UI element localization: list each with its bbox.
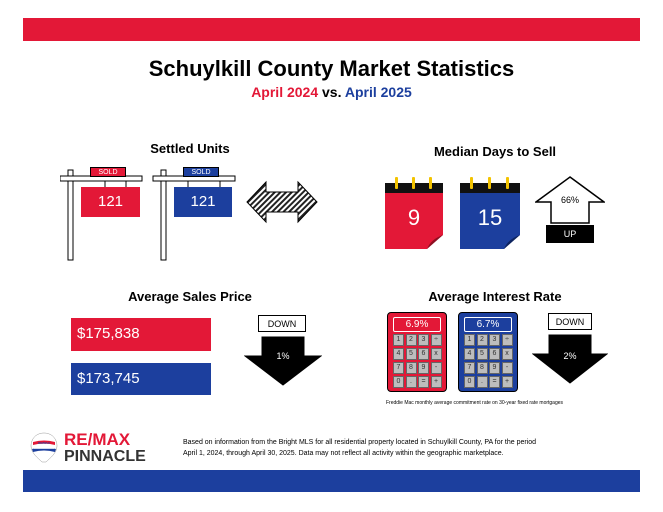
calculator-key: 9 — [489, 362, 500, 374]
settled-units-title: Settled Units — [150, 141, 230, 156]
calculator-key: 2 — [405, 334, 417, 346]
calendar-icon — [385, 177, 443, 249]
days-to-sell-change: 66% — [560, 195, 579, 205]
interest-rate-direction: DOWN — [548, 313, 592, 330]
days-to-sell-2025-value: 15 — [477, 205, 503, 230]
bottom-blue-band — [23, 470, 640, 492]
calculator-key: . — [405, 376, 417, 388]
disclaimer: Based on information from the Bright MLS… — [183, 437, 633, 459]
calculator-key: 0 — [393, 376, 404, 388]
calculator-key: 1 — [464, 334, 475, 346]
disclaimer-line-1: Based on information from the Bright MLS… — [183, 439, 537, 446]
double-arrow-icon — [246, 180, 318, 224]
calculator-key: + — [430, 376, 442, 388]
calculator-key: x — [430, 348, 442, 360]
calculator-key: 4 — [464, 348, 475, 360]
sales-price-direction: DOWN — [258, 315, 306, 332]
calculator-key: 7 — [464, 362, 475, 374]
period-2025: April 2025 — [344, 84, 412, 100]
page-title: Schuylkill County Market Statistics — [148, 56, 515, 81]
interest-rate-2024-value: 6.9% — [393, 317, 441, 332]
calculator-key: 7 — [393, 362, 404, 374]
up-arrow-icon — [535, 176, 605, 224]
logo-pinnacle-text: PINNACLE — [64, 448, 146, 465]
sales-price-title: Average Sales Price — [128, 289, 252, 304]
balloon-logo-icon — [30, 432, 58, 463]
sold-tag-2024: SOLD — [90, 167, 126, 177]
calculator-key: 4 — [393, 348, 404, 360]
calendar-2025: 15 — [460, 177, 520, 249]
calculator-key: 3 — [489, 334, 500, 346]
sales-price-change: 1% — [276, 351, 290, 361]
calculator-key: 3 — [418, 334, 429, 346]
sales-price-2024-value: $175,838 — [71, 318, 211, 351]
calculator-key: 5 — [405, 348, 417, 360]
top-red-band — [23, 18, 640, 41]
down-arrow-icon — [244, 336, 322, 386]
calculator-key: 8 — [476, 362, 488, 374]
calculator-key: 9 — [418, 362, 429, 374]
interest-rate-footnote: Freddie Mac monthly average commitment r… — [386, 400, 564, 406]
calculator-2024: 6.9% 1 2 3 ÷ 4 5 6 x 7 8 9- 0. = + — [387, 312, 447, 392]
calendar-icon — [460, 177, 520, 249]
calculator-key: - — [430, 362, 442, 374]
calculator-key: + — [501, 376, 513, 388]
calculator-key: = — [489, 376, 500, 388]
calculator-key: 8 — [405, 362, 417, 374]
calculator-key: ÷ — [430, 334, 442, 346]
calculator-key: 5 — [476, 348, 488, 360]
calculator-key: 6 — [418, 348, 429, 360]
calendar-2024: 9 — [385, 177, 443, 249]
down-arrow-icon — [532, 334, 608, 384]
calculator-2025: 6.7% 1 2 3 ÷ 4 5 6 x 7 8 9- 0. = + — [458, 312, 518, 392]
interest-rate-title: Average Interest Rate — [428, 289, 562, 304]
logo-remax-text: RE/MAX — [64, 430, 131, 449]
days-to-sell-direction: UP — [546, 225, 594, 243]
calculator-key: ÷ — [501, 334, 513, 346]
disclaimer-line-2: April 1, 2024, through April 30, 2025. D… — [183, 450, 504, 457]
calculator-key: - — [501, 362, 513, 374]
calculator-key: . — [476, 376, 488, 388]
page-subtitle: April 2024 vs. April 2025 — [0, 84, 663, 100]
settled-units-2025-value: 121 — [174, 187, 232, 217]
calculator-key: 6 — [489, 348, 500, 360]
sold-tag-2025: SOLD — [183, 167, 219, 177]
interest-rate-2025-value: 6.7% — [464, 317, 512, 332]
calculator-key: x — [501, 348, 513, 360]
calculator-key: 2 — [476, 334, 488, 346]
sales-price-2025-value: $173,745 — [71, 363, 211, 395]
days-to-sell-title: Median Days to Sell — [433, 144, 557, 159]
period-2024: April 2024 — [251, 84, 319, 100]
vs-label: vs. — [322, 84, 342, 100]
calculator-key: = — [418, 376, 429, 388]
calculator-key: 0 — [464, 376, 475, 388]
calculator-key: 1 — [393, 334, 404, 346]
settled-units-2024-value: 121 — [81, 187, 140, 217]
interest-rate-change: 2% — [563, 351, 577, 361]
balloon-badge-text: RE/MAX — [38, 441, 50, 445]
days-to-sell-2024-value: 9 — [407, 205, 421, 230]
